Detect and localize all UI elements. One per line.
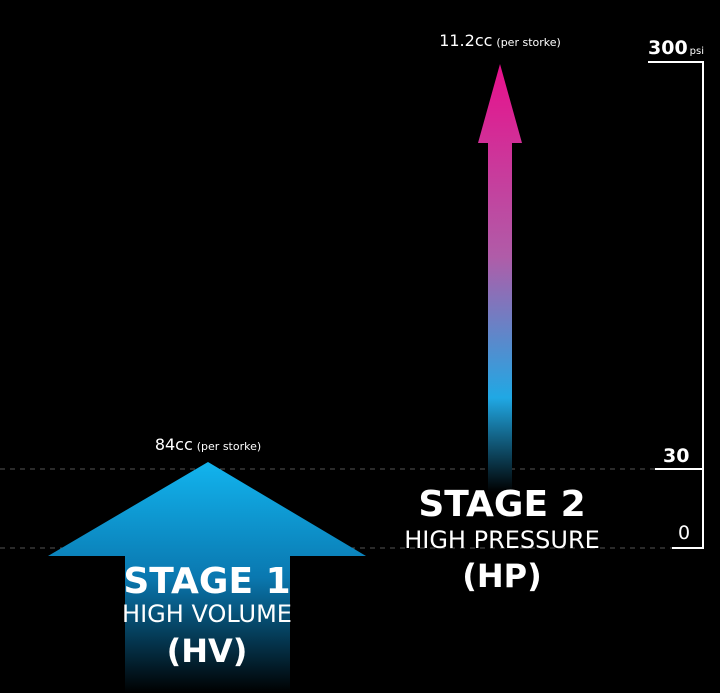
- stage1-title: STAGE 1: [123, 561, 290, 602]
- stage1-arrow: [48, 462, 366, 693]
- scale-label: 300 psi: [648, 37, 704, 59]
- scale-label: 30: [663, 445, 689, 467]
- stage2-arrow: [478, 64, 522, 492]
- stage2-title: STAGE 2: [418, 484, 585, 525]
- stage1-volume: 84cc (per storke): [155, 435, 261, 454]
- scale: [648, 61, 704, 549]
- stage1-subtitle: HIGH VOLUME: [122, 600, 292, 628]
- stage2-subtitle: HIGH PRESSURE: [404, 526, 600, 554]
- stage2-abbr: (HP): [462, 557, 541, 595]
- scale-label: 0: [678, 522, 690, 544]
- stage1-abbr: (HV): [167, 632, 248, 670]
- stage2-volume: 11.2cc (per storke): [439, 31, 561, 50]
